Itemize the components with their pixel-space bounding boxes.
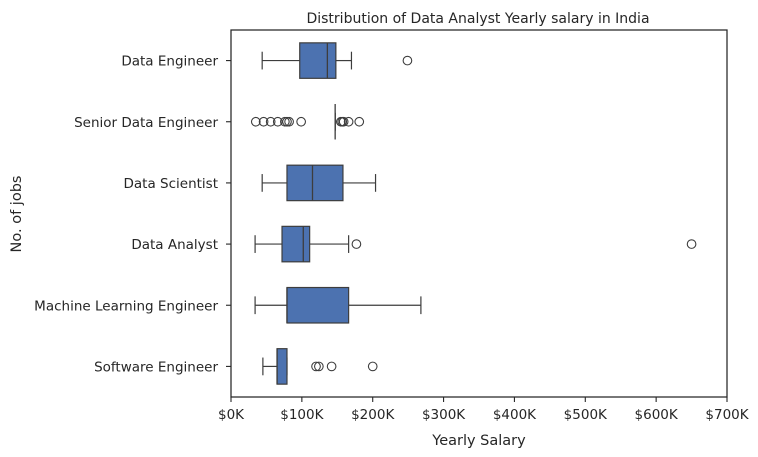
box-group [250, 104, 365, 140]
x-tick-label: $700K [705, 407, 749, 423]
outlier-point [686, 239, 697, 249]
outlier-point [354, 116, 365, 127]
outlier-point [402, 55, 413, 66]
box-group [261, 164, 377, 202]
y-axis-ticks: Data Engineer Senior Data Engineer Data Sc… [34, 54, 231, 375]
x-tick-label: $400K [493, 407, 537, 423]
box-group [254, 225, 697, 263]
outlier-point [265, 116, 276, 127]
category-label: Data Engineer [121, 54, 218, 70]
category-label: Machine Learning Engineer [34, 298, 218, 314]
x-tick-label: $300K [422, 407, 466, 423]
outlier-point [258, 116, 269, 127]
x-axis-label: Yearly Salary [431, 433, 526, 449]
outlier-point [311, 361, 321, 372]
chart-title: Distribution of Data Analyst Yearly sala… [306, 11, 649, 27]
x-tick-label: $0K [218, 407, 245, 423]
x-tick-label: $600K [635, 407, 679, 423]
outlier-point [272, 116, 283, 127]
box-group [254, 286, 422, 324]
outlier-point [284, 116, 294, 127]
outlier-point [250, 116, 261, 127]
iqr-box [281, 225, 311, 263]
outlier-point [282, 116, 292, 127]
iqr-box [276, 348, 288, 385]
x-axis-ticks: $0K $100K $200K $300K $400K $500K $600K $700K [218, 397, 750, 423]
category-label: Senior Data Engineer [74, 115, 218, 131]
outlier-point [367, 361, 378, 372]
category-label: Data Scientist [124, 176, 219, 192]
x-tick-label: $500K [564, 407, 608, 423]
iqr-box [286, 164, 344, 202]
box-series [250, 42, 697, 385]
outlier-point [343, 116, 354, 127]
box-group [262, 348, 378, 385]
outlier-point [296, 116, 306, 127]
outlier-point [314, 361, 324, 372]
plot-frame [230, 29, 728, 398]
outlier-point [338, 116, 349, 127]
x-tick-label: $100K [280, 407, 324, 423]
outlier-point [351, 239, 362, 249]
category-label: Software Engineer [94, 359, 218, 375]
iqr-box [286, 286, 350, 324]
category-label: Data Analyst [131, 237, 218, 253]
box-group [261, 42, 413, 79]
y-axis-label: No. of jobs [9, 176, 25, 253]
x-tick-label: $200K [351, 407, 395, 423]
iqr-box [299, 42, 337, 79]
outlier-point [326, 361, 337, 372]
